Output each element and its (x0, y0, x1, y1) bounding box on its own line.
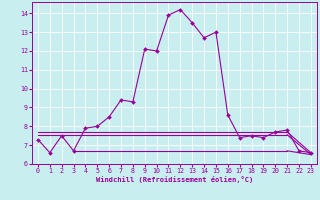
X-axis label: Windchill (Refroidissement éolien,°C): Windchill (Refroidissement éolien,°C) (96, 176, 253, 183)
